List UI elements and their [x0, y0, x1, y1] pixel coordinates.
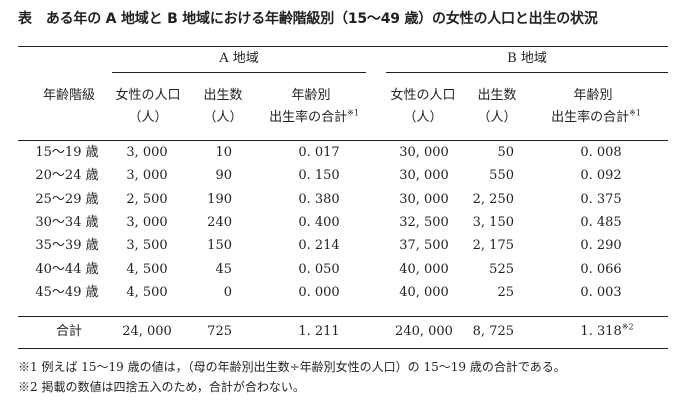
cell-age: 35〜39 歳	[35, 238, 99, 253]
cell-b-rate: 0. 290	[580, 238, 622, 253]
cell-b-rate: 0. 485	[580, 215, 622, 230]
table-tag: 表	[18, 11, 32, 27]
total-a-births: 725	[207, 324, 232, 339]
top-rule	[18, 46, 668, 47]
group-a-label: A 地域	[219, 51, 259, 66]
cell-b-pop: 30, 000	[399, 145, 449, 160]
cell-age: 30〜34 歳	[35, 215, 99, 230]
note-2: ※2 掲載の数値は四捨五入のため，合計が合わない。	[18, 380, 305, 394]
total-label: 合計	[55, 324, 82, 339]
total-a-rate: 1. 211	[298, 324, 340, 339]
cell-a-pop: 4, 500	[126, 285, 168, 300]
bottom-rule	[18, 348, 668, 349]
cell-a-births: 90	[215, 168, 232, 183]
header-b-pop: 女性の人口	[390, 88, 456, 103]
cell-age: 15〜19 歳	[35, 145, 99, 160]
table-title-text: ある年の A 地域と B 地域における年齢階級別（15〜49 歳）の女性の人口と…	[45, 11, 598, 27]
cell-b-births: 25	[497, 285, 514, 300]
table-title: 表ある年の A 地域と B 地域における年齢階級別（15〜49 歳）の女性の人口…	[18, 8, 598, 28]
header-a-pop: 女性の人口	[115, 88, 181, 103]
cell-a-births: 190	[207, 192, 232, 207]
cell-b-births: 550	[489, 168, 514, 183]
cell-b-rate: 0. 066	[580, 262, 622, 277]
cell-b-pop: 32, 500	[399, 215, 449, 230]
header-rule	[18, 140, 668, 141]
total-rule	[18, 316, 668, 317]
cell-age: 20〜24 歳	[35, 168, 99, 183]
cell-b-pop: 40, 000	[399, 285, 449, 300]
cell-b-pop: 30, 000	[399, 168, 449, 183]
cell-a-pop: 2, 500	[126, 192, 168, 207]
cell-b-births: 50	[497, 145, 514, 160]
cell-b-pop: 40, 000	[399, 262, 449, 277]
cell-age: 45〜49 歳	[35, 285, 99, 300]
cell-age: 40〜44 歳	[35, 262, 99, 277]
header-b-pop-unit: （人）	[403, 110, 443, 125]
cell-b-births: 2, 175	[472, 238, 514, 253]
header-a-rate-total: 出生率の合計※1	[269, 108, 359, 125]
cell-b-pop: 30, 000	[399, 192, 449, 207]
cell-a-births: 0	[223, 285, 232, 300]
note-1: ※1 例えば 15〜19 歳の値は，（母の年齢別出生数÷年齢別女性の人口）の 1…	[18, 360, 566, 374]
cell-b-births: 3, 150	[472, 215, 514, 230]
header-a-pop-unit: （人）	[128, 110, 168, 125]
cell-age: 25〜29 歳	[35, 192, 99, 207]
header-b-rate: 年齢別	[573, 88, 613, 103]
cell-a-pop: 3, 500	[126, 238, 168, 253]
cell-a-rate: 0. 017	[298, 145, 340, 160]
header-b-births: 出生数	[477, 88, 517, 103]
cell-a-pop: 3, 000	[126, 168, 168, 183]
header-a-births-unit: （人）	[203, 110, 243, 125]
cell-a-rate: 0. 380	[298, 192, 340, 207]
cell-b-rate: 0. 092	[580, 168, 622, 183]
header-age: 年齢階級	[42, 88, 95, 103]
cell-a-pop: 4, 500	[126, 262, 168, 277]
header-a-rate: 年齢別	[291, 88, 331, 103]
total-b-pop: 240, 000	[395, 324, 453, 339]
cell-a-pop: 3, 000	[126, 145, 168, 160]
cell-a-rate: 0. 150	[298, 168, 340, 183]
cell-b-rate: 0. 008	[580, 145, 622, 160]
cell-b-rate: 0. 375	[580, 192, 622, 207]
cell-a-rate: 0. 000	[298, 285, 340, 300]
cell-a-births: 150	[207, 238, 232, 253]
cell-a-rate: 0. 214	[298, 238, 340, 253]
note-mark-2: ※2	[621, 322, 634, 332]
total-a-pop: 24, 000	[122, 324, 172, 339]
note-mark-1: ※1	[347, 108, 359, 118]
cell-a-pop: 3, 000	[126, 215, 168, 230]
header-b-rate-total: 出生率の合計※1	[551, 108, 641, 125]
cell-a-births: 240	[207, 215, 232, 230]
cell-a-births: 10	[215, 145, 232, 160]
cell-b-rate: 0. 003	[580, 285, 622, 300]
cell-a-rate: 0. 400	[298, 215, 340, 230]
note-mark-1: ※1	[629, 108, 641, 118]
total-b-rate: 1. 318※2	[580, 322, 634, 339]
cell-b-pop: 37, 500	[399, 238, 449, 253]
cell-b-births: 2, 250	[472, 192, 514, 207]
header-a-births: 出生数	[203, 88, 243, 103]
cell-a-births: 45	[215, 262, 232, 277]
total-b-births: 8, 725	[472, 324, 514, 339]
group-b-rule	[386, 72, 668, 73]
group-a-rule	[112, 72, 366, 73]
cell-b-births: 525	[489, 262, 514, 277]
group-b-label: B 地域	[507, 51, 547, 66]
header-b-births-unit: （人）	[477, 110, 517, 125]
cell-a-rate: 0. 050	[298, 262, 340, 277]
